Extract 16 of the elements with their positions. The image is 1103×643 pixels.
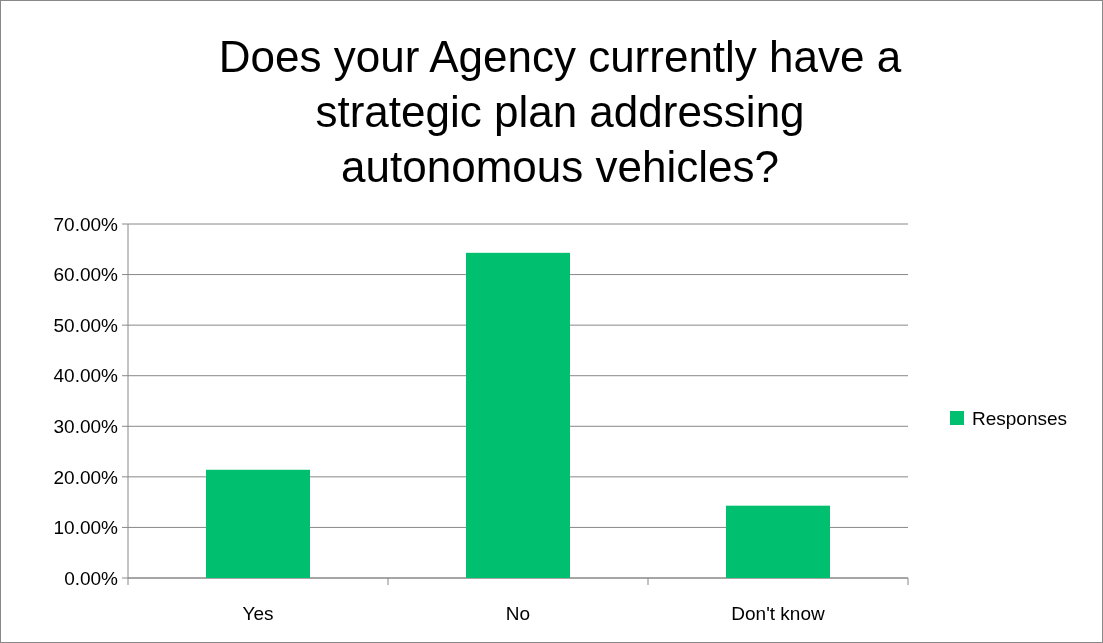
y-tick-label: 50.00% bbox=[53, 314, 119, 336]
y-tick-label: 60.00% bbox=[53, 264, 119, 286]
bar bbox=[466, 252, 570, 578]
y-tick-label: 30.00% bbox=[53, 415, 119, 437]
legend-label: Responses bbox=[972, 407, 1068, 429]
bar bbox=[726, 505, 830, 578]
x-tick-label: Yes bbox=[242, 603, 274, 624]
x-tick-label: Don't know bbox=[731, 603, 825, 624]
bar bbox=[206, 469, 310, 578]
y-tick-label: 20.00% bbox=[53, 466, 119, 488]
x-tick-label: No bbox=[505, 603, 531, 624]
y-tick-label: 70.00% bbox=[53, 213, 119, 235]
chart-title: Does your Agency currently have a strategic plan addressing autonomous vehicles? bbox=[218, 32, 902, 191]
y-tick-label: 0.00% bbox=[64, 567, 119, 589]
y-tick-label: 10.00% bbox=[53, 517, 119, 539]
y-tick-label: 40.00% bbox=[53, 365, 119, 387]
